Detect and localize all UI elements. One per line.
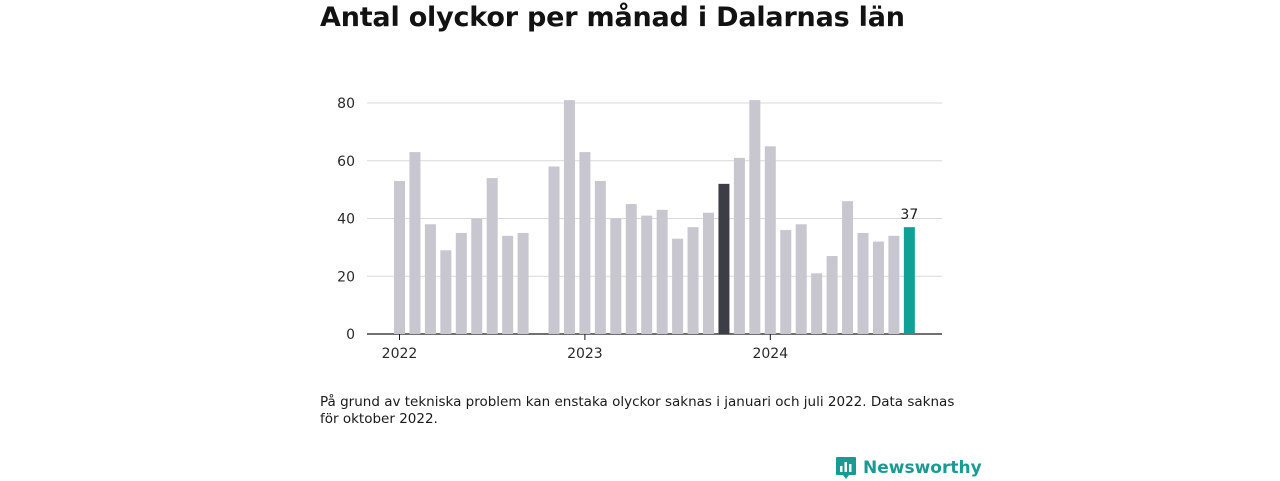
bar-2024-09 bbox=[888, 235, 900, 334]
bar-2022-01 bbox=[394, 180, 405, 334]
bar-2023-10 bbox=[718, 183, 730, 334]
bar-2022-07 bbox=[486, 178, 498, 334]
x-tick-label: 2024 bbox=[752, 346, 788, 362]
x-tick-label: 2023 bbox=[567, 346, 603, 362]
bar-2024-10 bbox=[903, 227, 915, 334]
bar-2023-05 bbox=[641, 215, 653, 334]
bar-2022-06 bbox=[471, 218, 483, 334]
bar-2022-05 bbox=[455, 232, 467, 334]
bar-2022-03 bbox=[424, 224, 436, 334]
bar-2024-02 bbox=[780, 230, 792, 334]
bar-2022-04 bbox=[440, 250, 452, 334]
chart-title: Antal olyckor per månad i Dalarnas län bbox=[320, 2, 905, 33]
x-axis-ticks: 2022 2023 2024 bbox=[382, 334, 788, 362]
footnote: På grund av tekniska problem kan enstaka… bbox=[320, 394, 955, 427]
bar-2022-12 bbox=[563, 100, 575, 334]
x-tick-label: 2022 bbox=[382, 346, 418, 362]
bar-2023-09 bbox=[703, 212, 714, 334]
data-labels: 37 bbox=[900, 207, 918, 223]
bar-2024-01 bbox=[764, 146, 776, 334]
bar-chart-speech-bubble-icon bbox=[836, 457, 856, 479]
y-tick-label: 0 bbox=[346, 327, 355, 343]
bar-2022-09 bbox=[517, 232, 529, 334]
bar-chart: 0 20 40 60 80 37 2022 2023 2024 bbox=[337, 96, 942, 362]
bar-2024-03 bbox=[795, 224, 807, 334]
bar-2022-02 bbox=[409, 152, 421, 334]
bar-2023-01 bbox=[579, 152, 591, 334]
bar-2023-06 bbox=[656, 209, 668, 334]
y-tick-label: 60 bbox=[337, 154, 355, 170]
y-axis-ticks: 0 20 40 60 80 bbox=[337, 96, 355, 343]
brand-name: Newsworthy bbox=[863, 458, 982, 478]
bar-2023-12 bbox=[749, 100, 761, 334]
bars bbox=[394, 100, 915, 334]
bar-2022-08 bbox=[502, 235, 514, 334]
gridlines bbox=[367, 102, 942, 335]
bar-2024-05 bbox=[826, 256, 838, 334]
bar-2023-02 bbox=[594, 180, 606, 334]
brand-logo[interactable]: Newsworthy bbox=[835, 455, 982, 481]
bar-2022-11 bbox=[548, 166, 560, 334]
y-tick-label: 20 bbox=[337, 269, 355, 285]
bar-2023-07 bbox=[672, 238, 684, 334]
bar-2023-08 bbox=[687, 227, 699, 334]
bar-2023-11 bbox=[733, 157, 745, 334]
bar-2024-08 bbox=[872, 241, 884, 334]
bar-2023-03 bbox=[610, 218, 622, 334]
bar-2024-07 bbox=[857, 232, 869, 334]
y-tick-label: 80 bbox=[337, 96, 355, 112]
bar-2024-04 bbox=[811, 273, 823, 334]
bar-2024-06 bbox=[842, 201, 854, 334]
bar-2023-04 bbox=[625, 204, 637, 334]
data-label: 37 bbox=[900, 207, 918, 223]
y-tick-label: 40 bbox=[337, 212, 355, 228]
